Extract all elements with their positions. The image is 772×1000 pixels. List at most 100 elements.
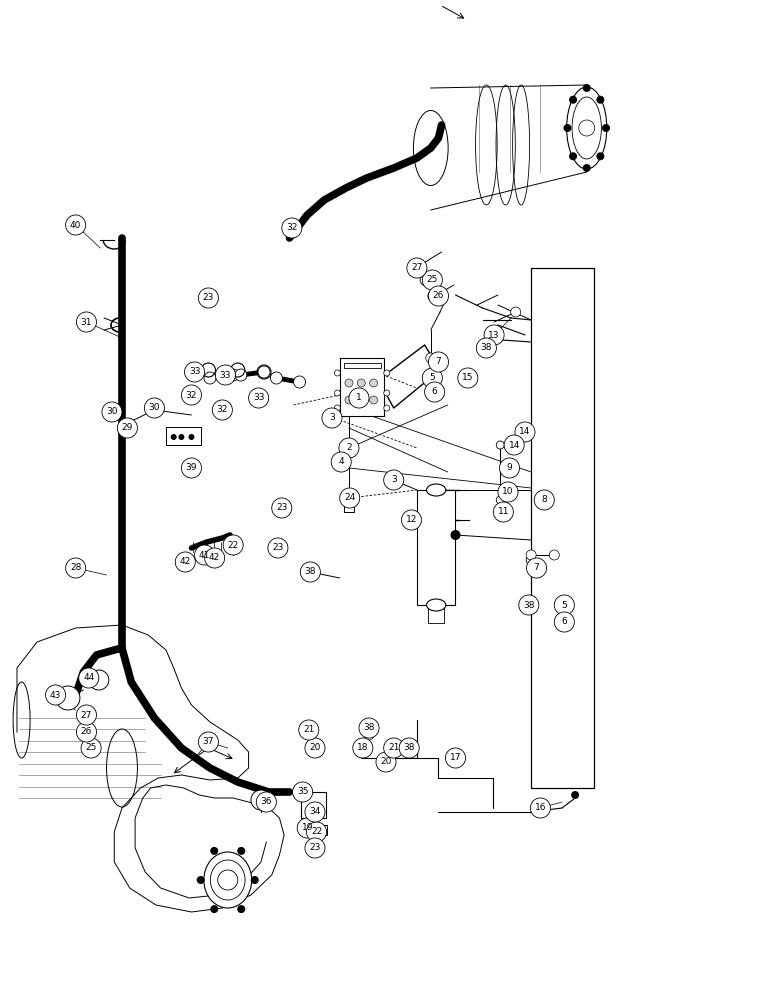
Text: 32: 32	[217, 405, 228, 414]
Circle shape	[195, 545, 215, 565]
Circle shape	[504, 435, 524, 455]
Circle shape	[583, 164, 591, 172]
Circle shape	[484, 325, 504, 345]
Circle shape	[357, 396, 365, 404]
Circle shape	[310, 743, 320, 753]
Circle shape	[445, 748, 466, 768]
Circle shape	[334, 405, 340, 411]
Text: 7: 7	[435, 358, 442, 366]
Circle shape	[293, 782, 313, 802]
Circle shape	[258, 366, 270, 378]
Text: 42: 42	[209, 554, 220, 562]
Circle shape	[349, 388, 369, 408]
Ellipse shape	[204, 852, 252, 908]
Circle shape	[569, 152, 577, 160]
Circle shape	[210, 847, 218, 855]
Circle shape	[384, 470, 404, 490]
FancyBboxPatch shape	[340, 358, 384, 416]
Circle shape	[384, 738, 404, 758]
Circle shape	[181, 458, 201, 478]
Circle shape	[401, 510, 422, 530]
Circle shape	[215, 365, 235, 385]
Text: 38: 38	[404, 744, 415, 752]
Circle shape	[527, 550, 536, 560]
Text: 38: 38	[305, 567, 316, 576]
Circle shape	[550, 550, 559, 560]
Ellipse shape	[210, 860, 245, 900]
FancyBboxPatch shape	[344, 363, 381, 368]
Circle shape	[534, 490, 554, 510]
Text: 33: 33	[189, 367, 200, 376]
Circle shape	[218, 870, 238, 890]
Circle shape	[56, 686, 80, 710]
Circle shape	[376, 752, 396, 772]
Circle shape	[596, 96, 604, 104]
Circle shape	[66, 215, 86, 235]
Text: 27: 27	[81, 710, 92, 719]
Circle shape	[227, 369, 239, 381]
Text: 33: 33	[220, 370, 231, 379]
Circle shape	[188, 434, 195, 440]
Circle shape	[519, 595, 539, 615]
Text: 25: 25	[427, 275, 438, 284]
Text: 4: 4	[338, 458, 344, 466]
Text: 23: 23	[203, 294, 214, 302]
Text: 30: 30	[149, 403, 160, 412]
Circle shape	[198, 288, 218, 308]
Circle shape	[76, 722, 96, 742]
Circle shape	[334, 390, 340, 396]
Text: 14: 14	[520, 427, 530, 436]
Circle shape	[602, 124, 610, 132]
Circle shape	[204, 372, 216, 384]
Circle shape	[370, 396, 378, 404]
Text: 23: 23	[310, 843, 320, 852]
Circle shape	[198, 732, 218, 752]
Circle shape	[235, 369, 247, 381]
Text: 21: 21	[303, 726, 314, 734]
Circle shape	[270, 372, 283, 384]
Circle shape	[181, 385, 201, 405]
Text: 38: 38	[523, 600, 534, 609]
Circle shape	[511, 307, 520, 317]
Circle shape	[293, 376, 306, 388]
Circle shape	[530, 798, 550, 818]
Text: 9: 9	[506, 464, 513, 473]
Circle shape	[345, 379, 353, 387]
Circle shape	[171, 434, 177, 440]
Circle shape	[81, 738, 101, 758]
Circle shape	[527, 600, 536, 610]
Circle shape	[357, 379, 365, 387]
Circle shape	[554, 595, 574, 615]
Circle shape	[476, 338, 496, 358]
Ellipse shape	[427, 484, 446, 496]
Circle shape	[515, 422, 535, 442]
Text: 6: 6	[561, 617, 567, 626]
Text: 3: 3	[391, 476, 397, 485]
Text: 1: 1	[356, 393, 362, 402]
Circle shape	[249, 388, 269, 408]
Circle shape	[80, 709, 93, 721]
Text: 20: 20	[381, 758, 391, 766]
Text: 19: 19	[302, 823, 313, 832]
Circle shape	[299, 720, 319, 740]
Text: 32: 32	[186, 390, 197, 399]
Circle shape	[405, 743, 414, 753]
Circle shape	[197, 876, 205, 884]
Circle shape	[305, 802, 325, 822]
Text: 29: 29	[122, 423, 133, 432]
Text: 17: 17	[450, 754, 461, 762]
Circle shape	[297, 818, 317, 838]
Text: 32: 32	[286, 224, 297, 232]
Circle shape	[571, 791, 579, 799]
Circle shape	[175, 552, 195, 572]
Text: 18: 18	[357, 744, 368, 752]
Circle shape	[80, 726, 93, 738]
Circle shape	[304, 566, 317, 578]
Circle shape	[425, 382, 445, 402]
Bar	[300, 825, 327, 835]
Text: 44: 44	[83, 674, 94, 683]
Circle shape	[66, 558, 86, 578]
Text: 38: 38	[364, 724, 374, 732]
Circle shape	[76, 312, 96, 332]
Circle shape	[428, 352, 449, 372]
